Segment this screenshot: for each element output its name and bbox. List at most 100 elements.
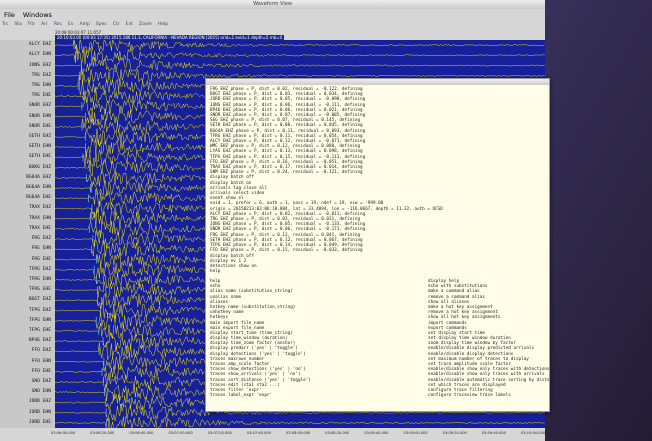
terminal-line: FRG EHZ phase = P, dist = 0.02, residual…: [210, 87, 363, 92]
station-label: FFO EHN: [31, 358, 51, 364]
help-command: unhotkey name: [210, 310, 244, 316]
terminal-line: FRG EHZ phase = P, dist = 0.12, residual…: [210, 232, 361, 238]
help-row: traces label_expr 'expr' configure tracev…: [210, 393, 511, 398]
help-row: display predarr ('yes' | 'toggle') enable…: [210, 346, 534, 351]
toolbar-button[interactable]: Zoom: [138, 22, 152, 27]
help-command: traces edit (sta1 sta2 ...): [210, 382, 280, 388]
station-label: FFO EHZ: [31, 348, 51, 354]
station-label: SNOR EHZ: [28, 103, 51, 109]
time-tick-label: 03:07:00.000: [168, 431, 193, 435]
help-command: traces show_detections ('yes' | 'no'): [210, 367, 306, 373]
terminal-line: display batch off: [210, 175, 254, 181]
station-label: TFPG EHZ: [28, 307, 51, 313]
station-label: SNO EHN: [31, 389, 51, 395]
help-row: display detections ('yes' | 'toggle') ena…: [210, 352, 513, 357]
help-row: echo echo with substitutions: [210, 284, 488, 290]
waveform-trace: [55, 404, 545, 422]
station-label: FFO EHE: [31, 368, 51, 374]
station-label: BOKG EHZ: [28, 164, 51, 170]
toolbar-button[interactable]: Sta: [14, 22, 22, 27]
station-label: TFRG EHE: [28, 287, 51, 293]
help-description: display help: [428, 279, 460, 284]
help-description: show all aliases: [428, 299, 470, 305]
help-description: configure traceview trace labels: [428, 393, 511, 399]
help-row: traces show_detections ('yes' | 'no') ena…: [210, 367, 549, 373]
toolbar-button[interactable]: Evt: [125, 22, 133, 27]
station-label: BOGT EHZ: [28, 297, 51, 303]
toolbar-button[interactable]: Amp: [79, 22, 90, 27]
help-command: echo: [210, 284, 221, 290]
help-description: enable/disable display detections: [428, 351, 514, 357]
toolbar-button[interactable]: Spec: [95, 22, 107, 27]
station-label: ALCY EHZ: [28, 42, 51, 48]
station-label: SETH EHZ: [28, 134, 51, 139]
terminal-line: display ev 1 2: [210, 258, 247, 264]
help-command: traces sort_distance ('yes' | 'toggle'): [210, 377, 311, 383]
terminal-line: display batch off: [210, 253, 254, 259]
help-description: enable/disable automatic trace sorting b…: [428, 377, 550, 383]
toolbar-button[interactable]: Arr: [41, 22, 48, 27]
terminal-line: SNOR EHZ phase = P, dist = 0.07, residua…: [210, 113, 366, 119]
time-info: 20:08:00:03:07 11:057: [55, 30, 102, 35]
terminal-output: FRG EHZ phase = P, dist = 0.02, residual…: [210, 87, 443, 274]
time-tick-label: 03:08:00.000: [286, 431, 311, 435]
station-label: ALCY EHN: [28, 52, 51, 58]
time-tick-label: 03:09:20.000: [442, 431, 467, 435]
title-bar: Waveform View: [0, 0, 545, 9]
terminal-line: TRG EHZ phase = P, dist = 0.03, residual…: [210, 217, 361, 223]
station-label: SETH EHE: [28, 154, 51, 160]
time-tick-label: 03:06:20.000: [90, 431, 115, 435]
station-labels: ALCY EHZ ALCY EHN JONS EHZ TRG EHZ TRG EHN TR…: [0, 40, 55, 428]
station-label: BG64A EHZ: [26, 174, 51, 180]
event-info: 20:10:03.00 (00:03 17:35) 2015.186 11.3,…: [55, 35, 285, 40]
station-label: BP46 EHZ: [28, 338, 51, 344]
toolbar-button[interactable]: Rec: [53, 22, 63, 27]
help-description: make a command alias: [428, 289, 480, 295]
terminal-line: JORD EHZ phase = P, dist = 0.05, residua…: [210, 97, 366, 103]
help-row: alias name (substitution_string) make a c…: [210, 289, 480, 295]
help-description: set display time window duration: [428, 336, 511, 342]
help-command: traces amp_scale factor: [210, 362, 270, 367]
time-axis: 03:06:00.000 03:06:20.000 03:06:40.000 03:0…: [51, 428, 545, 441]
terminal-line: LYAS EHZ phase = P, dist = 0.13, residua…: [210, 149, 363, 155]
terminal-line: SNOR EHZ phase = P, dist = 0.06, residua…: [210, 227, 366, 233]
help-description: enable/disable display predicted arrival…: [428, 346, 535, 352]
station-label: BG64A EHE: [26, 195, 51, 201]
station-label: JORD EHE: [28, 419, 51, 425]
terminal-line: arrivals tag close all: [210, 185, 267, 191]
help-description: remove a command alias: [428, 294, 485, 300]
terminal-line: ALCY EHZ phase = P, dist = 0.02, residua…: [210, 211, 366, 217]
help-command: alias name (substitution_string): [210, 289, 293, 295]
help-description: enable/disable show only traces with det…: [428, 367, 550, 373]
station-label: TRG EHN: [31, 82, 51, 88]
toolbar-button[interactable]: Ctr: [112, 22, 120, 27]
waveform-trace: [55, 40, 545, 55]
time-tick-label: 03:08:40.000: [364, 431, 389, 435]
waveform-trace: [55, 415, 545, 428]
help-description: import commands: [428, 320, 467, 326]
terminal-line: BG64A EHZ phase = P, dist = 0.11, residu…: [210, 128, 366, 134]
help-description: set maximum number of traces to display: [428, 356, 529, 362]
toolbar-button[interactable]: Fltr: [27, 22, 36, 27]
help-description: set which traces are displayed: [428, 382, 506, 388]
time-tick-label: 03:09:40.000: [481, 431, 506, 435]
terminal-line: help: [210, 269, 221, 275]
help-row: aliases show all aliases: [210, 299, 469, 305]
menu-item[interactable]: Windows: [22, 11, 52, 19]
help-description: set trace amplitude scale factor: [428, 362, 511, 367]
toolbar-button[interactable]: Trc: [2, 22, 9, 27]
menu-item[interactable]: File: [4, 11, 15, 19]
toolbar-button[interactable]: Help: [157, 22, 169, 27]
help-command: hotkeys: [210, 315, 229, 321]
station-label: TFRG EHZ: [28, 266, 51, 272]
terminal-line: SETH EHZ phase = P, dist = 0.08, residua…: [210, 123, 363, 129]
help-row: display start_time (time_string) set disp…: [210, 331, 485, 336]
help-command: aliases: [210, 299, 229, 305]
station-label: JORD EHN: [28, 409, 51, 415]
help-table: help display help echo echo with substituti…: [210, 279, 549, 398]
toolbar-button[interactable]: Ev: [68, 22, 74, 27]
help-row: traces show_arrivals ('yes' | 'no') enabl…: [210, 372, 544, 377]
help-row: display time_zoom factor (anchor) zoom di…: [210, 341, 516, 346]
terminal-line: ALCY EHZ phase = P, dist = 0.12, residua…: [210, 139, 366, 145]
